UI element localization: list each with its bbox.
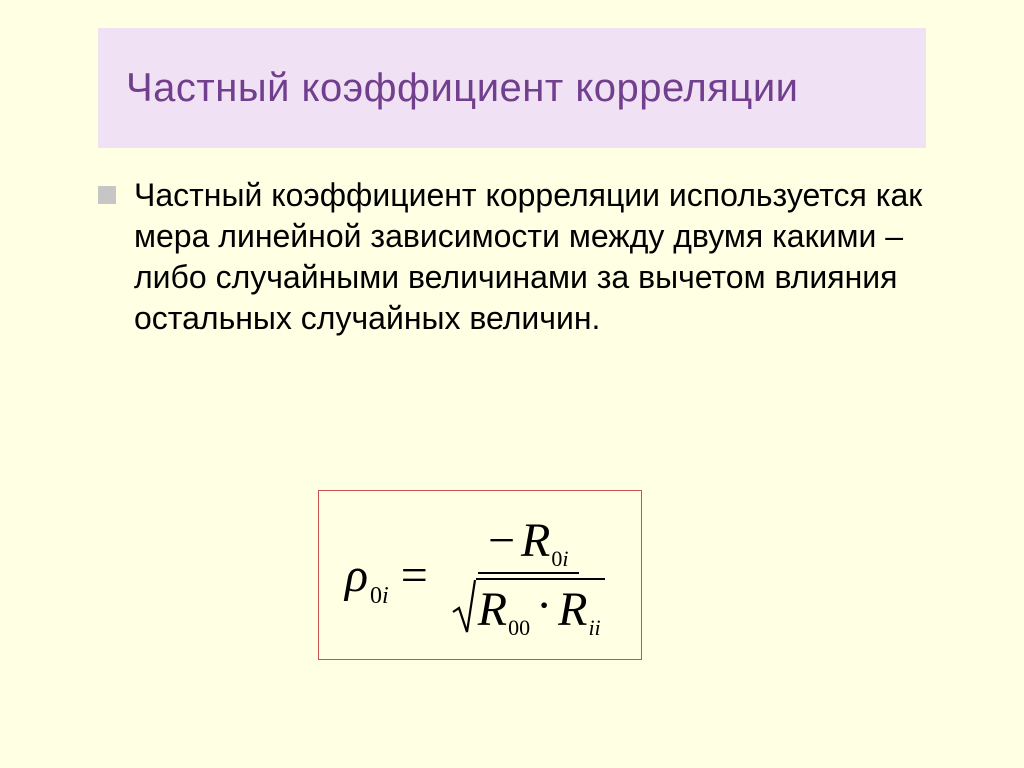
bullet-item: Частный коэффициент корреляции используе… [98, 175, 934, 339]
sub-i: i [562, 546, 568, 571]
numerator: − R 0i [478, 509, 579, 574]
R-letter: R [558, 582, 587, 637]
equals-sign: = [401, 548, 428, 603]
slide: Частный коэффициент корреляции Частный к… [0, 0, 1024, 768]
title-bar: Частный коэффициент корреляции [98, 28, 926, 148]
equation-box: ρ 0i = − R 0i [318, 490, 642, 660]
slide-title: Частный коэффициент корреляции [126, 66, 799, 111]
radicand: R 00 · R ii [476, 578, 605, 637]
minus-sign: − [488, 513, 515, 568]
rho-subscript: 0i [370, 583, 389, 610]
fraction: − R 0i R 00 [442, 509, 615, 641]
R-ii: R ii [558, 582, 601, 637]
R-0i-subscript: 0i [551, 546, 568, 572]
sub-i: i [382, 583, 389, 609]
body-region: Частный коэффициент корреляции используе… [98, 175, 934, 339]
equation-lhs: ρ 0i [345, 548, 389, 603]
R-00-subscript: 00 [508, 615, 530, 641]
mult-dot: · [536, 578, 552, 633]
sub-zero: 0 [370, 583, 382, 609]
sqrt-expression: R 00 · R ii [452, 578, 605, 637]
radical-icon [452, 578, 476, 634]
rho-symbol: ρ [345, 548, 368, 603]
R-0i: R 0i [521, 513, 568, 568]
denominator: R 00 · R ii [442, 574, 615, 641]
bullet-marker-icon [98, 186, 116, 204]
R-letter: R [478, 582, 507, 637]
sub-ii: ii [588, 615, 600, 640]
bullet-text: Частный коэффициент корреляции используе… [134, 175, 934, 339]
R-letter: R [521, 513, 550, 568]
R-ii-subscript: ii [588, 615, 600, 641]
sub-zero: 0 [551, 546, 562, 571]
R-00: R 00 [478, 582, 530, 637]
